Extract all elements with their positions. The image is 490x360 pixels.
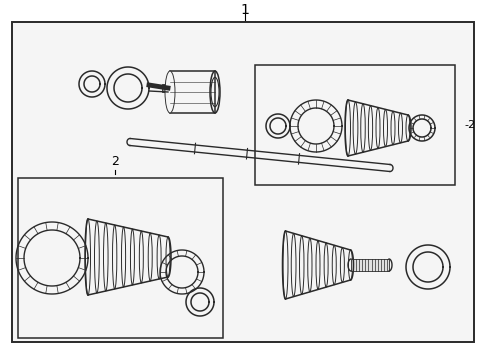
Bar	[255, 65, 455, 185]
Bar	[170, 71, 215, 113]
Bar	[351, 259, 389, 271]
Bar	[12, 22, 474, 342]
Text: 1: 1	[241, 3, 249, 17]
Text: 2: 2	[111, 155, 119, 168]
Bar	[18, 178, 223, 338]
Text: -2: -2	[464, 120, 475, 130]
Bar	[162, 84, 170, 92]
Ellipse shape	[165, 71, 175, 113]
